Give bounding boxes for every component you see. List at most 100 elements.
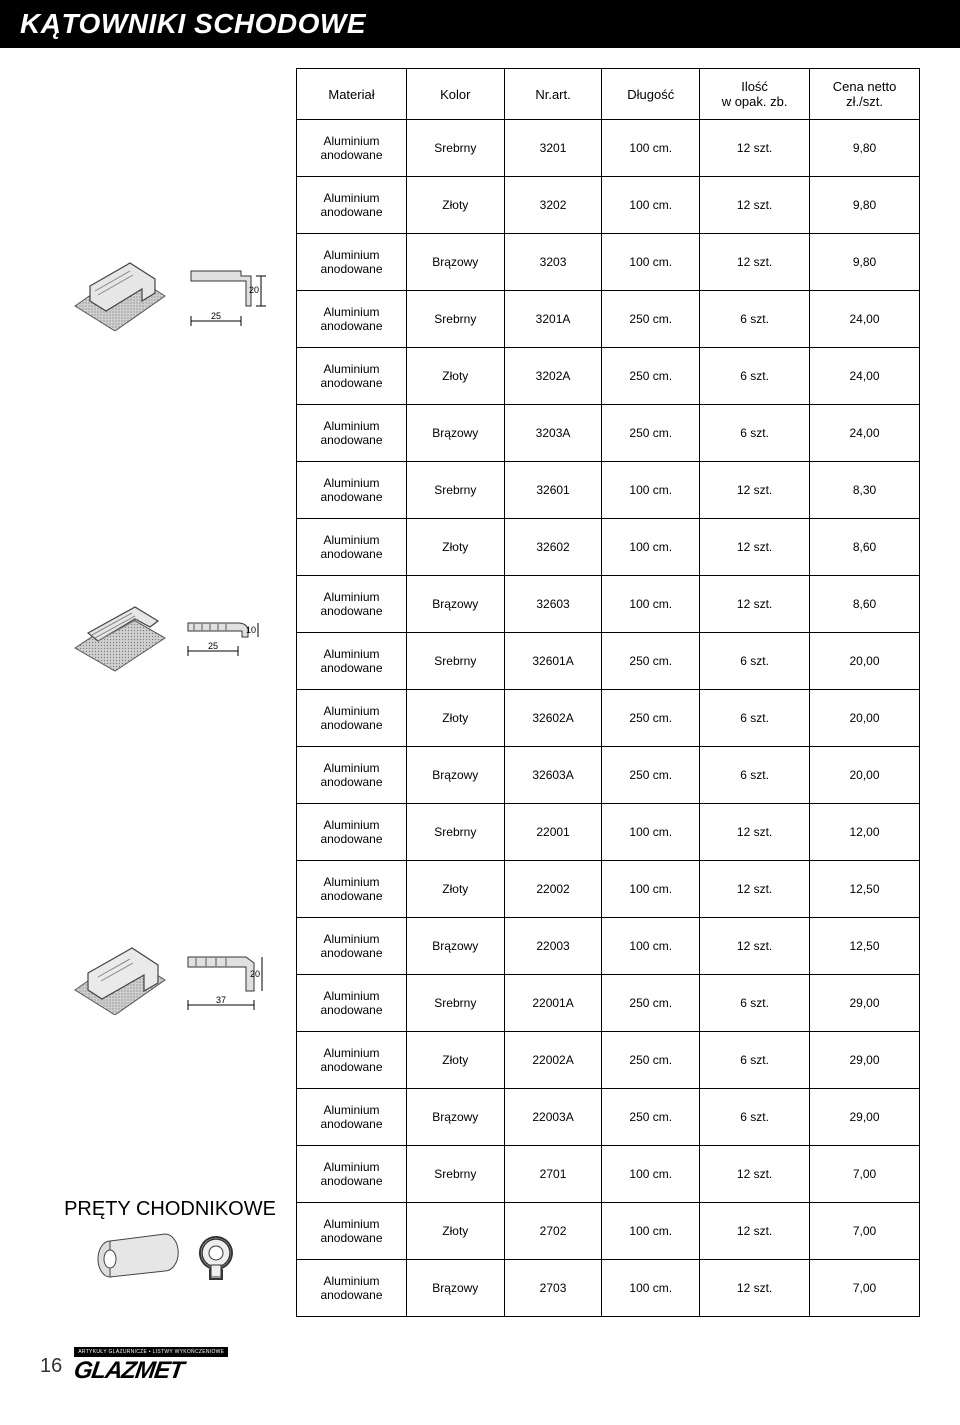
- cell-dlugosc: 100 cm.: [602, 462, 700, 519]
- table-header-row: Materiał Kolor Nr.art. Długość Ilość w o…: [40, 69, 920, 120]
- cell-material: Aluminium anodowane: [297, 690, 407, 747]
- cell-nrart: 3203: [504, 234, 602, 291]
- cell-dlugosc: 250 cm.: [602, 405, 700, 462]
- cell-material: Aluminium anodowane: [297, 918, 407, 975]
- cell-nrart: 32602: [504, 519, 602, 576]
- cell-cena: 7,00: [810, 1146, 920, 1203]
- cell-kolor: Złoty: [406, 861, 504, 918]
- cell-kolor: Złoty: [406, 519, 504, 576]
- cell-cena: 24,00: [810, 405, 920, 462]
- cell-cena: 12,00: [810, 804, 920, 861]
- cell-cena: 29,00: [810, 1089, 920, 1146]
- cell-cena: 7,00: [810, 1260, 920, 1317]
- cell-ilosc: 12 szt.: [700, 861, 810, 918]
- cell-material: Aluminium anodowane: [297, 1146, 407, 1203]
- col-nrart: Nr.art.: [504, 69, 602, 120]
- cell-material: Aluminium anodowane: [297, 747, 407, 804]
- cell-dlugosc: 250 cm.: [602, 747, 700, 804]
- cell-nrart: 2701: [504, 1146, 602, 1203]
- cell-kolor: Brązowy: [406, 1260, 504, 1317]
- cell-kolor: Złoty: [406, 690, 504, 747]
- cell-kolor: Brązowy: [406, 1089, 504, 1146]
- svg-text:25: 25: [208, 641, 218, 651]
- col-kolor: Kolor: [406, 69, 504, 120]
- cell-nrart: 22001: [504, 804, 602, 861]
- cell-kolor: Złoty: [406, 177, 504, 234]
- cell-dlugosc: 100 cm.: [602, 918, 700, 975]
- page-number: 16: [40, 1355, 62, 1378]
- cell-nrart: 32603: [504, 576, 602, 633]
- cell-dlugosc: 250 cm.: [602, 1032, 700, 1089]
- product-illustration: 25 10: [40, 462, 297, 804]
- cell-material: Aluminium anodowane: [297, 1089, 407, 1146]
- content: Materiał Kolor Nr.art. Długość Ilość w o…: [0, 48, 960, 1317]
- cell-material: Aluminium anodowane: [297, 861, 407, 918]
- cell-cena: 20,00: [810, 747, 920, 804]
- cell-nrart: 32601: [504, 462, 602, 519]
- logo-tag: ARTYKUŁY GLAZURNICZE • LISTWY WYKOŃCZENI…: [74, 1347, 228, 1357]
- cell-ilosc: 12 szt.: [700, 918, 810, 975]
- cell-material: Aluminium anodowane: [297, 291, 407, 348]
- cell-material: Aluminium anodowane: [297, 462, 407, 519]
- page: KĄTOWNIKI SCHODOWE Materiał Kolor Nr.art…: [0, 0, 960, 1425]
- cell-nrart: 22002: [504, 861, 602, 918]
- product-illustration: 37 20: [40, 804, 297, 1146]
- cell-kolor: Srebrny: [406, 462, 504, 519]
- cell-material: Aluminium anodowane: [297, 975, 407, 1032]
- svg-text:20: 20: [249, 285, 259, 295]
- products-table: Materiał Kolor Nr.art. Długość Ilość w o…: [40, 68, 920, 1317]
- cell-dlugosc: 100 cm.: [602, 861, 700, 918]
- cell-nrart: 3202: [504, 177, 602, 234]
- cell-dlugosc: 100 cm.: [602, 1203, 700, 1260]
- cell-dlugosc: 250 cm.: [602, 690, 700, 747]
- cell-ilosc: 6 szt.: [700, 690, 810, 747]
- cell-kolor: Srebrny: [406, 975, 504, 1032]
- cell-kolor: Srebrny: [406, 120, 504, 177]
- cell-ilosc: 6 szt.: [700, 348, 810, 405]
- cell-material: Aluminium anodowane: [297, 633, 407, 690]
- product-illustration: PRĘTY CHODNIKOWE: [40, 1146, 297, 1317]
- cell-kolor: Brązowy: [406, 747, 504, 804]
- cell-kolor: Srebrny: [406, 291, 504, 348]
- cell-material: Aluminium anodowane: [297, 1203, 407, 1260]
- table-row: 37 20 Aluminium anodowaneSrebrny22001100…: [40, 804, 920, 861]
- svg-text:20: 20: [250, 969, 260, 979]
- cell-cena: 9,80: [810, 120, 920, 177]
- cell-cena: 8,60: [810, 519, 920, 576]
- cell-ilosc: 6 szt.: [700, 1032, 810, 1089]
- cell-ilosc: 12 szt.: [700, 519, 810, 576]
- cell-ilosc: 12 szt.: [700, 234, 810, 291]
- cell-kolor: Brązowy: [406, 405, 504, 462]
- col-dlugosc: Długość: [602, 69, 700, 120]
- cell-cena: 8,30: [810, 462, 920, 519]
- cell-ilosc: 12 szt.: [700, 1146, 810, 1203]
- table-row: 25 20 Aluminium anodowaneSrebrny3201100 …: [40, 120, 920, 177]
- product-illustration: 25 20: [40, 120, 297, 462]
- cell-ilosc: 6 szt.: [700, 291, 810, 348]
- cell-cena: 29,00: [810, 975, 920, 1032]
- cell-kolor: Brązowy: [406, 234, 504, 291]
- cell-cena: 7,00: [810, 1203, 920, 1260]
- cell-nrart: 22003A: [504, 1089, 602, 1146]
- svg-text:10: 10: [246, 625, 256, 635]
- cell-cena: 29,00: [810, 1032, 920, 1089]
- cell-nrart: 2702: [504, 1203, 602, 1260]
- cell-dlugosc: 250 cm.: [602, 1089, 700, 1146]
- cell-nrart: 22003: [504, 918, 602, 975]
- cell-material: Aluminium anodowane: [297, 348, 407, 405]
- cell-dlugosc: 250 cm.: [602, 975, 700, 1032]
- cell-ilosc: 6 szt.: [700, 633, 810, 690]
- cell-nrart: 22001A: [504, 975, 602, 1032]
- cell-dlugosc: 100 cm.: [602, 177, 700, 234]
- cell-dlugosc: 100 cm.: [602, 234, 700, 291]
- cell-nrart: 3203A: [504, 405, 602, 462]
- cell-ilosc: 6 szt.: [700, 747, 810, 804]
- cell-material: Aluminium anodowane: [297, 1032, 407, 1089]
- col-cena: Cena netto zł./szt.: [810, 69, 920, 120]
- cell-material: Aluminium anodowane: [297, 405, 407, 462]
- cell-nrart: 32601A: [504, 633, 602, 690]
- cell-nrart: 3201: [504, 120, 602, 177]
- cell-kolor: Złoty: [406, 348, 504, 405]
- cell-kolor: Srebrny: [406, 1146, 504, 1203]
- cell-material: Aluminium anodowane: [297, 576, 407, 633]
